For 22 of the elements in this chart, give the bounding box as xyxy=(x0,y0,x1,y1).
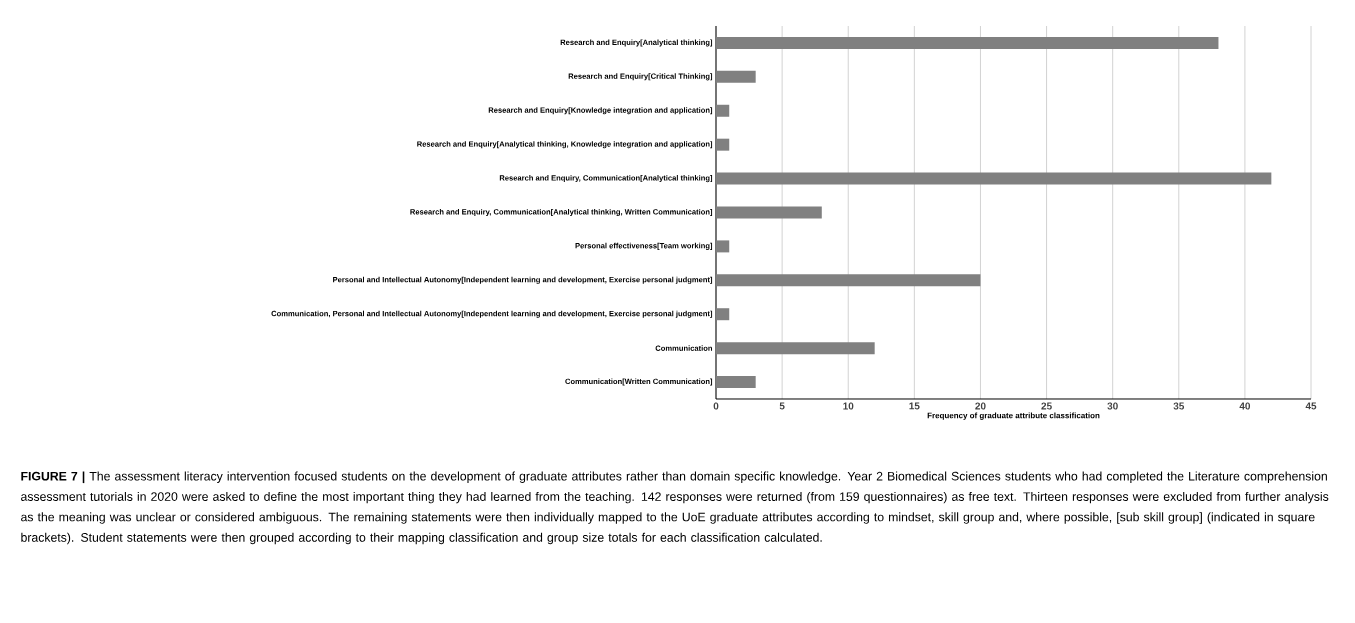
x-tick-label: 30 xyxy=(1107,402,1118,410)
bar xyxy=(716,206,822,219)
x-tick-label: 0 xyxy=(713,402,719,410)
x-tick-label: 15 xyxy=(909,402,920,410)
x-tick-label: 25 xyxy=(1041,402,1052,410)
bar xyxy=(716,376,756,389)
bar xyxy=(716,104,730,117)
x-tick-label: 20 xyxy=(975,402,986,410)
x-tick-label: 40 xyxy=(1239,402,1251,410)
x-tick-label: 45 xyxy=(1305,402,1317,410)
x-tick-label: 35 xyxy=(1173,402,1185,410)
bar xyxy=(716,240,730,253)
bar xyxy=(716,70,756,83)
bar xyxy=(716,172,1272,185)
bar xyxy=(716,308,730,321)
x-tick-label: 5 xyxy=(779,402,785,410)
bar xyxy=(716,342,875,355)
bar xyxy=(716,36,1219,49)
text: FIGURE 7 | The assessment literacy intervention focused students on the development of graduate attributes rather than domain specific knowledge. Year 2 Biomedical Sciences students who had completed the Literature comprehension assessment tutorials in 2020 were asked to define the most important thing they had learned from the teaching. 142 responses were returned (from 159 questionnaires) as free text. Thirteen responses were excluded from further analysis as the meaning was unclear or considered ambiguous. The remaining statements were then individually mapped to the UoE graduate attributes according to mindset, skill group and, where possible, [sub skill group] (indicated in square brackets). Student statements were then grouped according to their mapping classification and group size totals for each classification calculated. xyxy=(21,471,1329,545)
bar xyxy=(716,274,981,287)
bar xyxy=(716,138,730,151)
x-tick-label: 10 xyxy=(843,402,854,410)
